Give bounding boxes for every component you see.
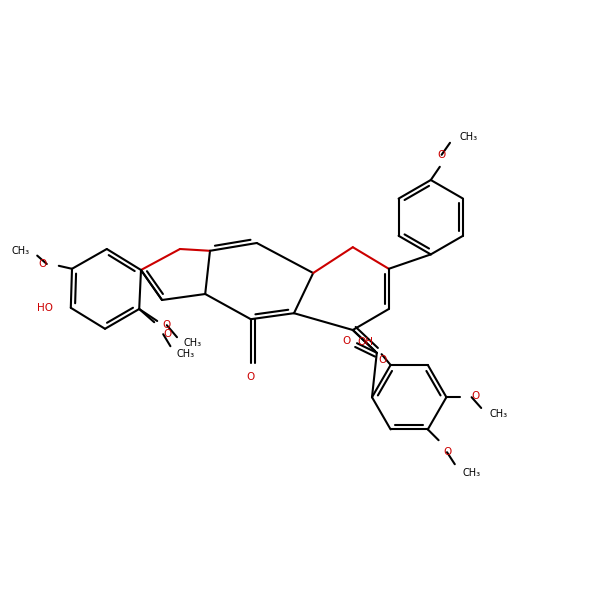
Text: CH₃: CH₃	[183, 338, 201, 348]
Text: O: O	[343, 336, 351, 346]
Text: O: O	[247, 372, 255, 382]
Text: O: O	[38, 259, 47, 269]
Text: CH₃: CH₃	[460, 132, 478, 142]
Text: O: O	[379, 355, 387, 365]
Text: O: O	[443, 447, 451, 457]
Text: CH₃: CH₃	[490, 409, 508, 419]
Text: CH₃: CH₃	[463, 467, 481, 478]
Text: O: O	[163, 329, 172, 339]
Text: O: O	[472, 391, 480, 401]
Text: OH: OH	[358, 337, 374, 347]
Text: HO: HO	[37, 303, 53, 313]
Text: CH₃: CH₃	[176, 349, 194, 359]
Text: O: O	[163, 320, 171, 330]
Text: O: O	[437, 150, 446, 160]
Text: CH₃: CH₃	[12, 246, 30, 256]
